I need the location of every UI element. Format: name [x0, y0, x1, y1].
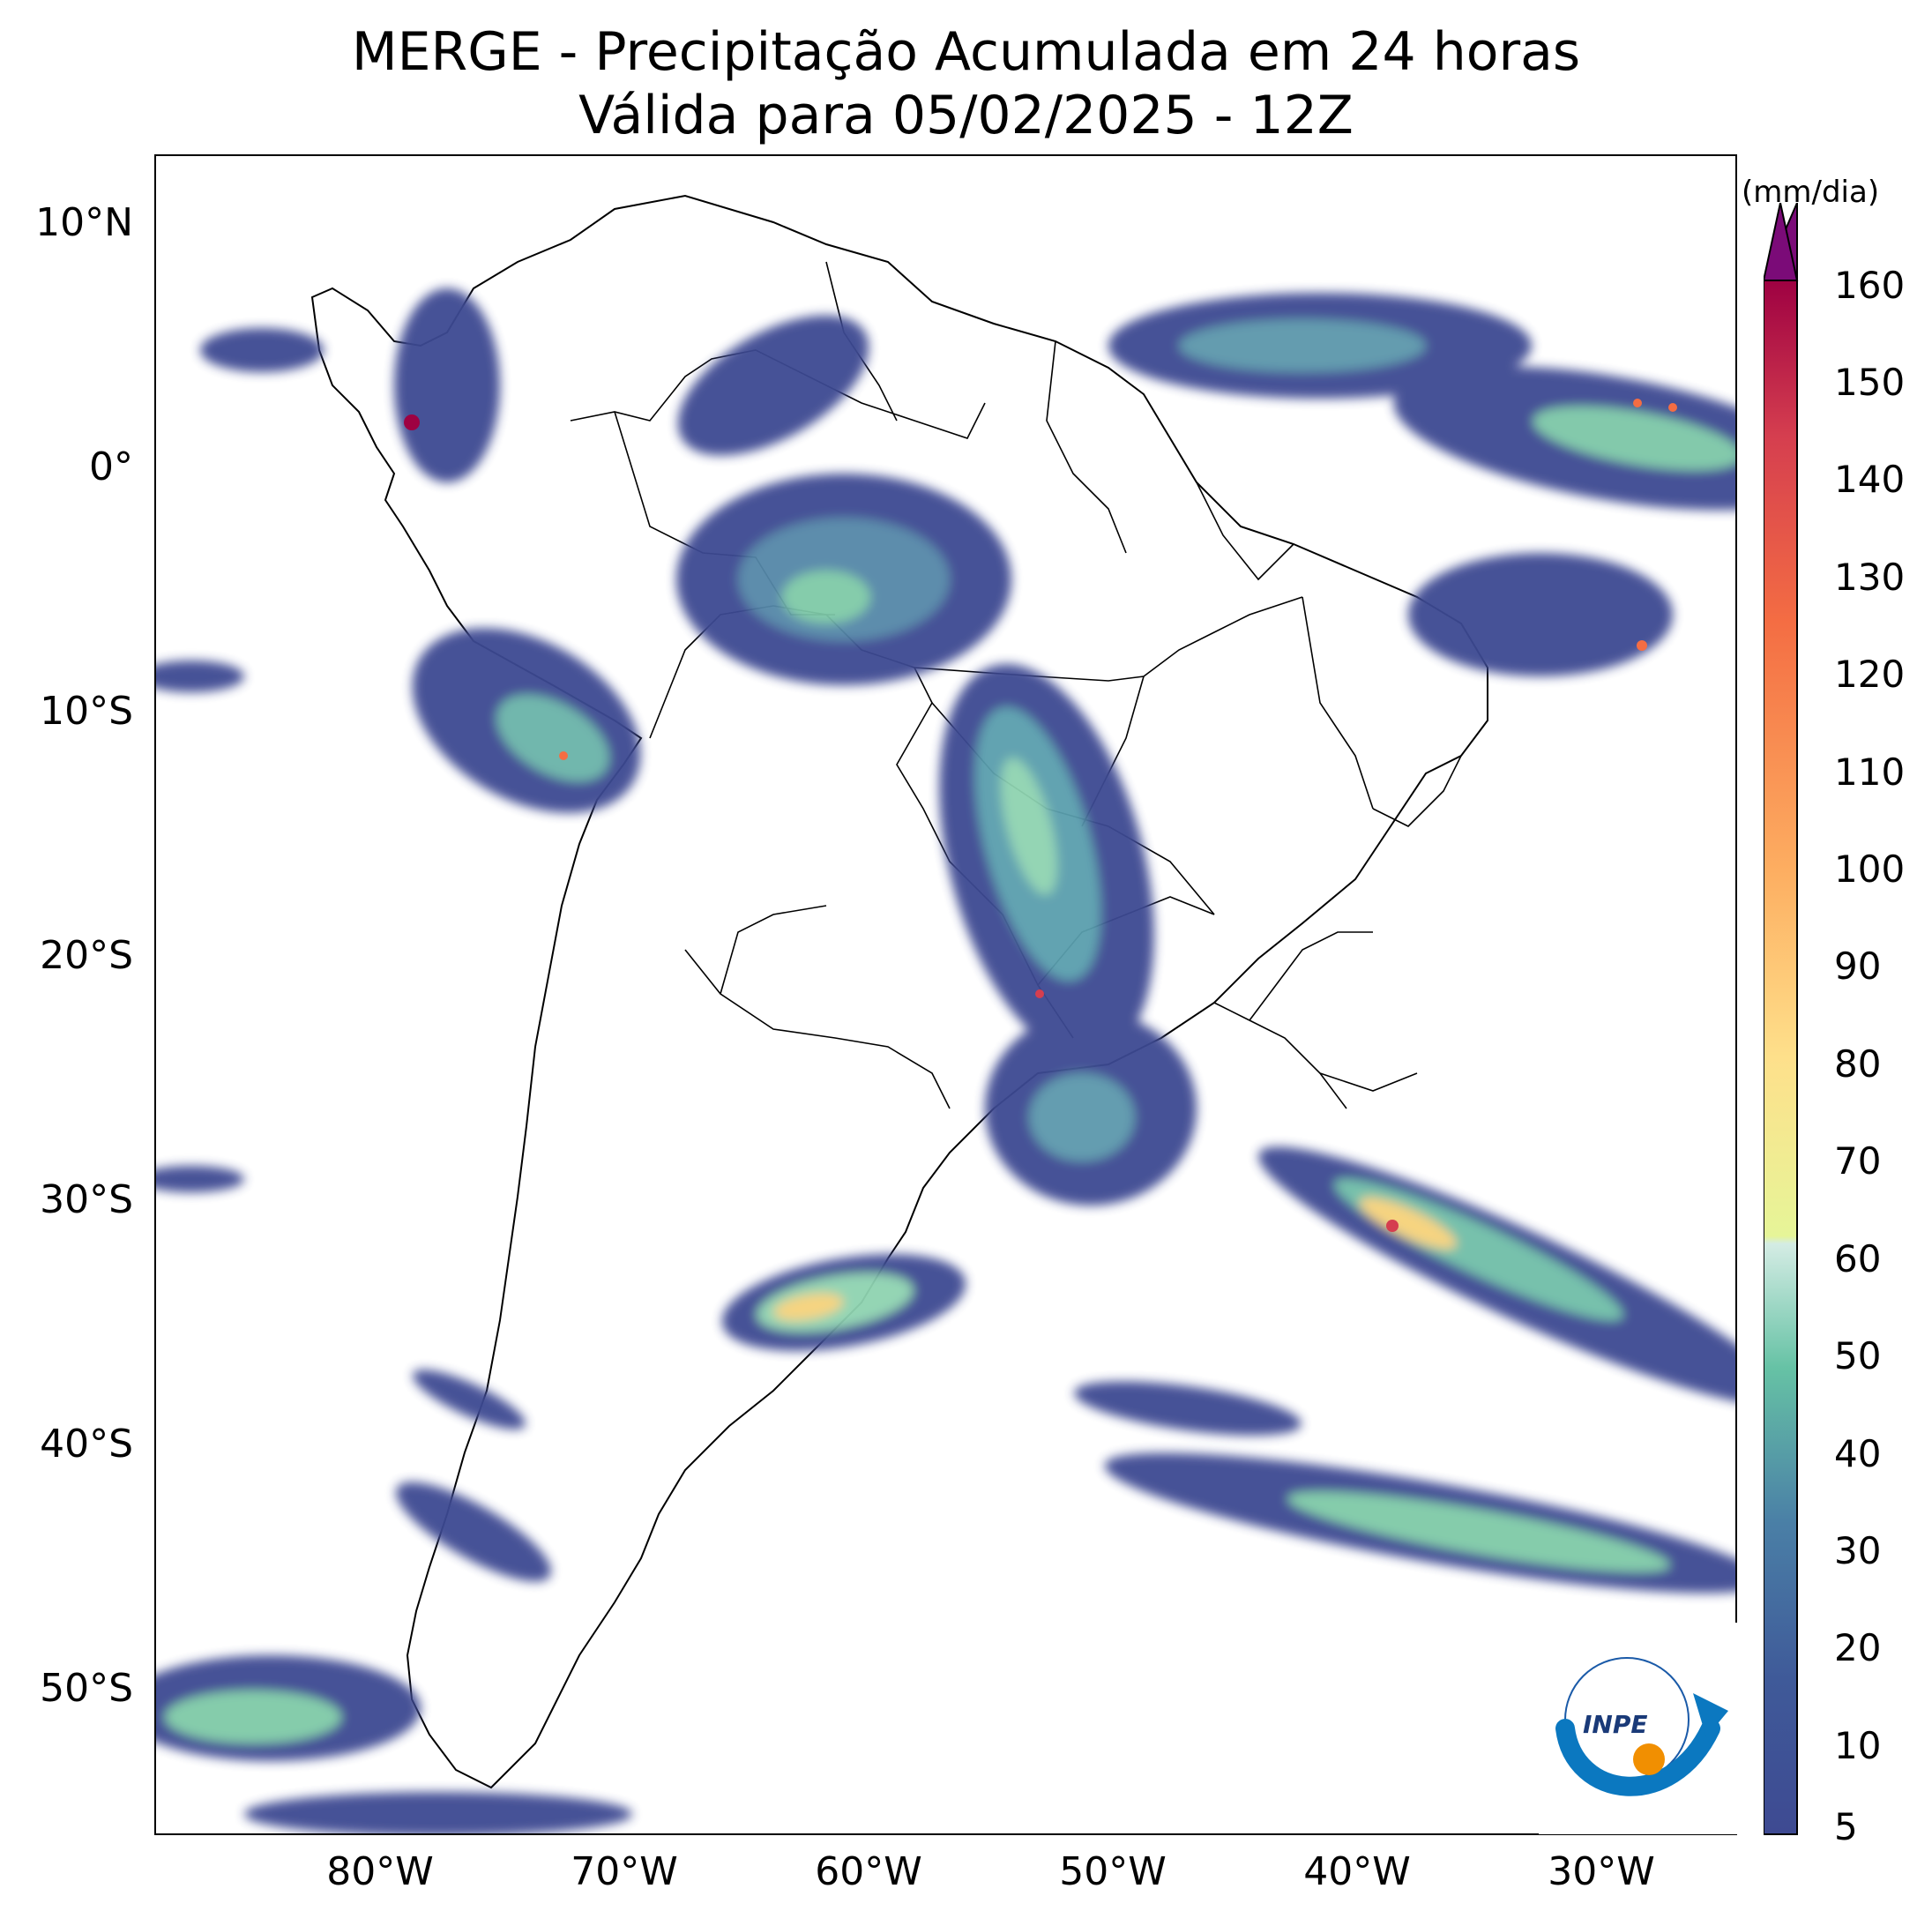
precipitation-field [156, 194, 1735, 1833]
cbar-tick-70: 70 [1834, 1139, 1882, 1183]
cbar-tick-110: 110 [1834, 750, 1906, 794]
rain-areas [156, 288, 1735, 1833]
lon-label-40w: 40°W [1303, 1849, 1411, 1894]
rain-drake [244, 1792, 632, 1833]
lat-label-50s: 50°S [40, 1666, 133, 1711]
cbar-tick-120: 120 [1834, 653, 1906, 696]
cbar-tick-140: 140 [1834, 458, 1906, 501]
cbar-tick-90: 90 [1834, 944, 1882, 988]
rain-northeast [1408, 553, 1673, 676]
lon-label-30w: 30°W [1548, 1849, 1655, 1894]
lon-label-60w: 60°W [815, 1849, 922, 1894]
lat-label-20s: 20°S [40, 933, 133, 978]
rain-pacific-equator [200, 328, 324, 372]
inpe-logo: INPE [1539, 1623, 1737, 1834]
lon-label-70w: 70°W [571, 1849, 678, 1894]
cbar-tick-150: 150 [1834, 361, 1906, 404]
lat-label-10n: 10°N [35, 200, 133, 245]
rain-pacific-chile [396, 1482, 551, 1582]
cbar-tick-40: 40 [1834, 1432, 1882, 1475]
lat-label-0: 0° [89, 444, 133, 489]
cbar-tick-30: 30 [1834, 1529, 1882, 1572]
lon-label-80w: 80°W [326, 1849, 434, 1894]
cbar-tick-5: 5 [1834, 1805, 1858, 1848]
rain-colombia [394, 288, 500, 482]
cbar-tick-160: 160 [1834, 264, 1906, 307]
cbar-tick-130: 130 [1834, 556, 1906, 599]
cbar-tick-20: 20 [1834, 1626, 1882, 1669]
map-title: MERGE - Precipitação Acumulada em 24 hor… [351, 21, 1581, 83]
rain-pacific-10s [156, 661, 244, 692]
lat-label-30s: 30°S [40, 1177, 133, 1222]
rain-pacific-30s [156, 1166, 244, 1192]
rain-mid-atlantic [1074, 1381, 1302, 1436]
cbar-tick-10: 10 [1834, 1724, 1882, 1767]
cbar-tick-50: 50 [1834, 1334, 1882, 1377]
lat-label-10s: 10°S [40, 689, 133, 734]
cbar-tick-60: 60 [1834, 1237, 1882, 1280]
cbar-tick-80: 80 [1834, 1042, 1882, 1086]
lon-label-50w: 50°W [1059, 1849, 1167, 1894]
cbar-tick-100: 100 [1834, 847, 1906, 891]
map-subtitle: Válida para 05/02/2025 - 12Z [578, 85, 1354, 146]
lat-label-40s: 40°S [40, 1422, 133, 1467]
rain-venezuela [677, 315, 869, 456]
rain-cores [404, 399, 1677, 1232]
colorbar [1764, 203, 1799, 1835]
logo-text: INPE [1583, 1710, 1648, 1739]
colorbar-unit: (mm/dia) [1742, 175, 1880, 210]
rain-pacific-37s [413, 1370, 526, 1430]
map-panel [154, 154, 1737, 1835]
